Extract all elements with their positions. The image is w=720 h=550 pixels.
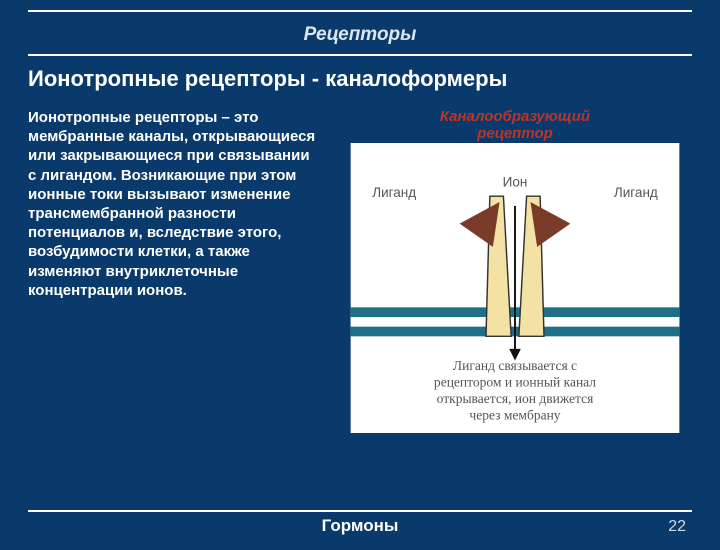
page-header: Рецепторы [0, 12, 720, 54]
receptor-diagram: Лиганд Лиганд Ион Лиганд связывается срецеп… [350, 143, 680, 433]
page-number: 22 [668, 518, 686, 536]
caption-line1: Каналообразующий [440, 108, 590, 125]
body-paragraph: Ионотропные рецепторы – это мембранные к… [28, 108, 320, 438]
svg-text:рецептором и ионный канал: рецептором и ионный канал [434, 374, 596, 389]
caption-line2: рецептор [477, 125, 553, 142]
svg-text:Лиганд связывается с: Лиганд связывается с [453, 358, 577, 373]
svg-text:через мембрану: через мембрану [469, 407, 560, 422]
svg-text:открывается, ион движется: открывается, ион движется [437, 391, 594, 406]
svg-text:Ион: Ион [503, 174, 528, 189]
diagram-container: Каналообразующий рецептор Лиганд Лиганд Ио… [338, 108, 692, 438]
svg-text:Лиганд: Лиганд [372, 185, 416, 200]
diagram-top-caption: Каналообразующий рецептор [350, 108, 680, 143]
svg-text:Лиганд: Лиганд [614, 185, 658, 200]
slide-subtitle: Ионотропные рецепторы - каналоформеры [0, 56, 720, 98]
footer: Гормоны [0, 510, 720, 536]
footer-label: Гормоны [28, 516, 692, 536]
content-area: Ионотропные рецепторы – это мембранные к… [0, 98, 720, 438]
